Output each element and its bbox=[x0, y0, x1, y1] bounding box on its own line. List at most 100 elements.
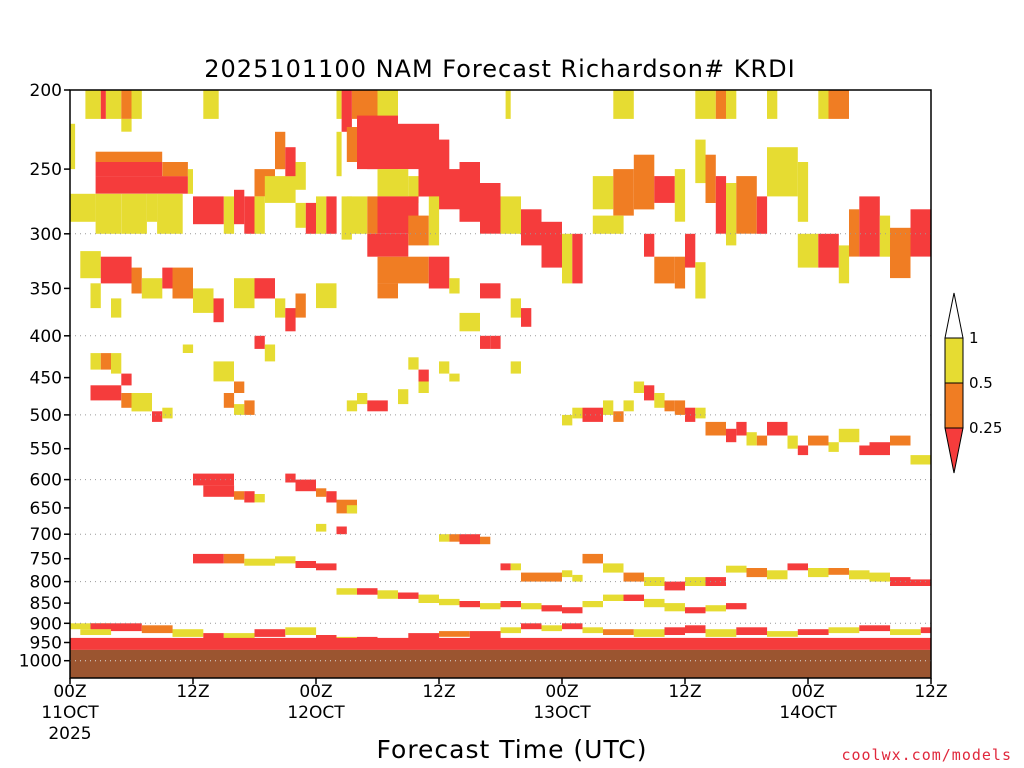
heatmap-cell bbox=[767, 421, 788, 436]
heatmap-cell bbox=[715, 176, 727, 234]
heatmap-cell bbox=[264, 176, 296, 203]
heatmap-cell bbox=[705, 605, 726, 612]
heatmap-cell bbox=[367, 233, 409, 257]
heatmap-cell bbox=[695, 139, 706, 184]
heatmap-cell bbox=[336, 131, 342, 177]
heatmap-cell bbox=[469, 631, 501, 639]
heatmap-cell bbox=[480, 536, 491, 545]
x-tick-label: 12Z bbox=[176, 682, 209, 702]
heatmap-cell bbox=[275, 131, 286, 170]
heatmap-cell bbox=[500, 601, 521, 608]
heatmap-cell bbox=[685, 607, 706, 614]
heatmap-cell bbox=[162, 407, 173, 419]
heatmap-cell bbox=[285, 147, 296, 177]
heatmap-cell bbox=[505, 90, 511, 119]
heatmap-cell bbox=[510, 563, 521, 571]
heatmap-cell bbox=[562, 607, 583, 614]
heatmap-cell bbox=[121, 90, 132, 119]
heatmap-cell bbox=[398, 592, 419, 599]
heatmap-cell bbox=[316, 283, 337, 309]
x-tick-label: 12Z bbox=[914, 682, 947, 702]
y-tick-label: 750 bbox=[30, 550, 62, 570]
heatmap-cell bbox=[213, 298, 224, 323]
heatmap-cell bbox=[264, 344, 276, 362]
heatmap-cell bbox=[121, 193, 147, 234]
heatmap-cell bbox=[623, 594, 644, 601]
heatmap-cell bbox=[828, 90, 849, 119]
heatmap-cell bbox=[521, 623, 542, 630]
heatmap-cell bbox=[480, 603, 501, 610]
heatmap-cell bbox=[633, 154, 655, 210]
y-tick-label: 900 bbox=[30, 614, 62, 634]
heatmap-cell bbox=[316, 523, 327, 532]
heatmap-cell bbox=[234, 381, 245, 393]
heatmap-cell bbox=[213, 361, 234, 382]
heatmap-cell bbox=[808, 435, 829, 446]
heatmap-cell bbox=[603, 594, 624, 601]
heatmap-cell bbox=[890, 227, 911, 279]
heatmap-cell bbox=[305, 202, 317, 234]
heatmap-cell bbox=[223, 196, 235, 234]
heatmap-cell bbox=[367, 196, 378, 234]
heatmap-cell bbox=[562, 570, 573, 578]
heatmap-cell bbox=[100, 90, 106, 119]
heatmap-cell bbox=[244, 196, 255, 234]
heatmap-cell bbox=[254, 335, 265, 349]
heatmap-cell bbox=[131, 267, 142, 294]
heatmap-cell bbox=[90, 353, 101, 370]
heatmap-cell bbox=[756, 196, 768, 234]
heatmap-cell bbox=[398, 389, 409, 405]
heatmap-cell bbox=[70, 123, 76, 170]
y-tick-label: 500 bbox=[30, 406, 62, 426]
heatmap-cell bbox=[341, 90, 352, 132]
heatmap-cell bbox=[644, 233, 655, 257]
legend-swatch bbox=[944, 382, 964, 429]
heatmap-cell bbox=[910, 209, 931, 257]
heatmap-cell bbox=[674, 169, 686, 222]
heatmap-cell bbox=[111, 298, 122, 318]
heatmap-cell bbox=[408, 357, 419, 370]
heatmap-cell bbox=[141, 278, 163, 299]
heatmap-cell bbox=[736, 627, 768, 635]
heatmap-cell bbox=[654, 176, 675, 203]
heatmap-cell bbox=[695, 90, 716, 119]
heatmap-cell bbox=[797, 233, 819, 268]
heatmap-cell bbox=[295, 162, 306, 190]
x-tick-label: 00Z bbox=[545, 682, 578, 702]
heatmap-cell bbox=[767, 147, 798, 197]
x-tick-label: 12Z bbox=[668, 682, 701, 702]
heatmap-cell bbox=[808, 568, 829, 578]
heatmap-cell bbox=[285, 627, 317, 635]
heatmap-cell bbox=[480, 335, 491, 349]
heatmap-cell bbox=[521, 209, 542, 246]
heatmap-cell bbox=[572, 574, 583, 582]
y-tick-label: 700 bbox=[30, 525, 62, 545]
x-axis-label: Forecast Time (UTC) bbox=[377, 735, 648, 764]
y-tick-label: 650 bbox=[30, 499, 62, 519]
ground-fill bbox=[70, 649, 931, 678]
heatmap-cell bbox=[162, 267, 173, 289]
heatmap-cell bbox=[674, 256, 686, 289]
heatmap-cell bbox=[756, 435, 768, 446]
heatmap-cell bbox=[275, 298, 286, 318]
heatmap-cell bbox=[85, 90, 101, 119]
heatmap-cell bbox=[562, 623, 583, 630]
heatmap-cell bbox=[131, 393, 152, 412]
y-axis: 200 250 300 350 400 450 500 550 600 650 700 750 8008… bbox=[19, 81, 70, 672]
heatmap-cell bbox=[623, 572, 644, 582]
heatmap-cell bbox=[90, 283, 101, 309]
heatmap-cell bbox=[726, 183, 737, 246]
heatmap-cell bbox=[859, 625, 891, 632]
heatmap-cell bbox=[767, 631, 798, 637]
heatmap-cell bbox=[541, 625, 562, 632]
heatmap-cell bbox=[490, 335, 501, 349]
heatmap-cell bbox=[521, 603, 542, 610]
heatmap-cell bbox=[644, 598, 665, 608]
heatmap-cell bbox=[100, 256, 132, 284]
heatmap-cell bbox=[459, 534, 480, 545]
y-tick-label: 550 bbox=[30, 440, 62, 460]
heatmap-cell bbox=[428, 196, 440, 246]
heatmap-cell bbox=[582, 627, 603, 634]
heatmap-cell bbox=[879, 215, 891, 257]
